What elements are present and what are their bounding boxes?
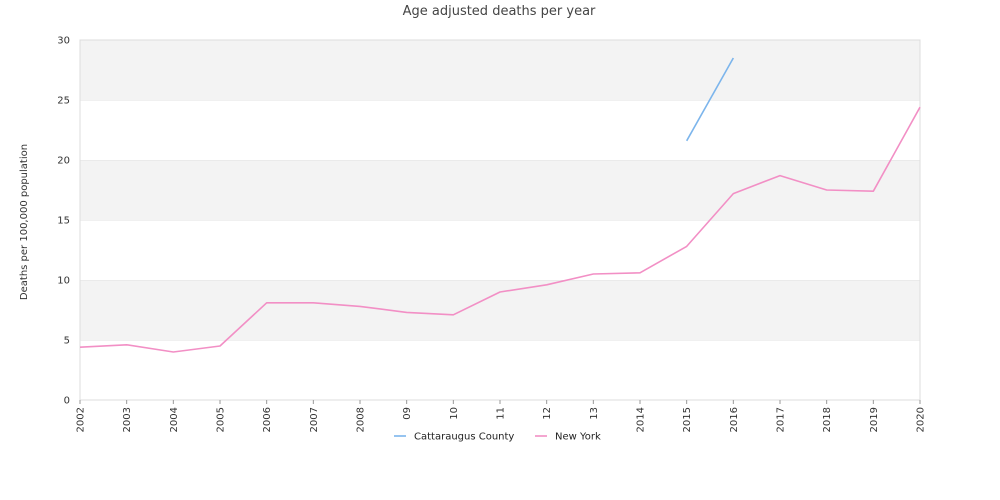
x-tick-label: 13 — [589, 407, 600, 420]
x-tick-label: 11 — [496, 407, 507, 420]
y-axis-ticks: 0 5 10 15 20 25 30 — [57, 36, 70, 407]
grid-band — [80, 40, 920, 100]
series-line — [79, 106, 921, 353]
x-tick-label: 2018 — [822, 407, 833, 432]
y-tick-label: 5 — [64, 336, 70, 347]
y-tick-label: 0 — [64, 396, 70, 407]
x-tick-label: 10 — [449, 407, 460, 420]
grid-band — [80, 100, 920, 160]
grid-band — [80, 220, 920, 280]
y-tick-label: 10 — [57, 276, 70, 287]
grid-band — [80, 280, 920, 340]
y-axis-label: Deaths per 100,000 population — [19, 144, 30, 300]
x-tick-label: 2014 — [636, 407, 647, 432]
legend-label: New York — [555, 432, 601, 443]
y-tick-label: 20 — [57, 156, 70, 167]
y-tick-label: 15 — [57, 216, 70, 227]
x-tick-label: 2016 — [729, 407, 740, 432]
x-tick-label: 2004 — [169, 407, 180, 432]
x-tick-label: 2005 — [216, 407, 227, 432]
x-tick-label: 2019 — [869, 407, 880, 432]
series-lines — [79, 57, 921, 353]
x-tick-label: 2008 — [356, 407, 367, 432]
grid-band — [80, 340, 920, 400]
legend-label: Cattaraugus County — [414, 432, 514, 443]
legend[interactable]: Cattaraugus County New York — [394, 432, 601, 443]
x-tick-label: 09 — [402, 407, 413, 420]
y-tick-label: 25 — [57, 96, 70, 107]
x-tick-label: 2002 — [76, 407, 87, 432]
x-tick-label: 2017 — [776, 407, 787, 432]
legend-item[interactable]: New York — [535, 432, 601, 443]
series-line — [685, 57, 735, 142]
x-tick-label: 12 — [542, 407, 553, 420]
x-tick-label: 2007 — [309, 407, 320, 432]
grid-band — [80, 160, 920, 220]
legend-item[interactable]: Cattaraugus County — [394, 432, 514, 443]
x-tick-label: 2015 — [682, 407, 693, 432]
x-tick-label: 2006 — [262, 407, 273, 432]
x-axis-ticks: 2002 2003 2004 2005 2006 2007 2008 09 10 11 12 13 20… — [76, 400, 927, 432]
chart-title: Age adjusted deaths per year — [403, 4, 596, 19]
y-tick-label: 30 — [57, 36, 70, 47]
x-tick-label: 2003 — [122, 407, 133, 432]
x-tick-label: 2020 — [916, 407, 927, 432]
plot-bands — [80, 39, 920, 400]
